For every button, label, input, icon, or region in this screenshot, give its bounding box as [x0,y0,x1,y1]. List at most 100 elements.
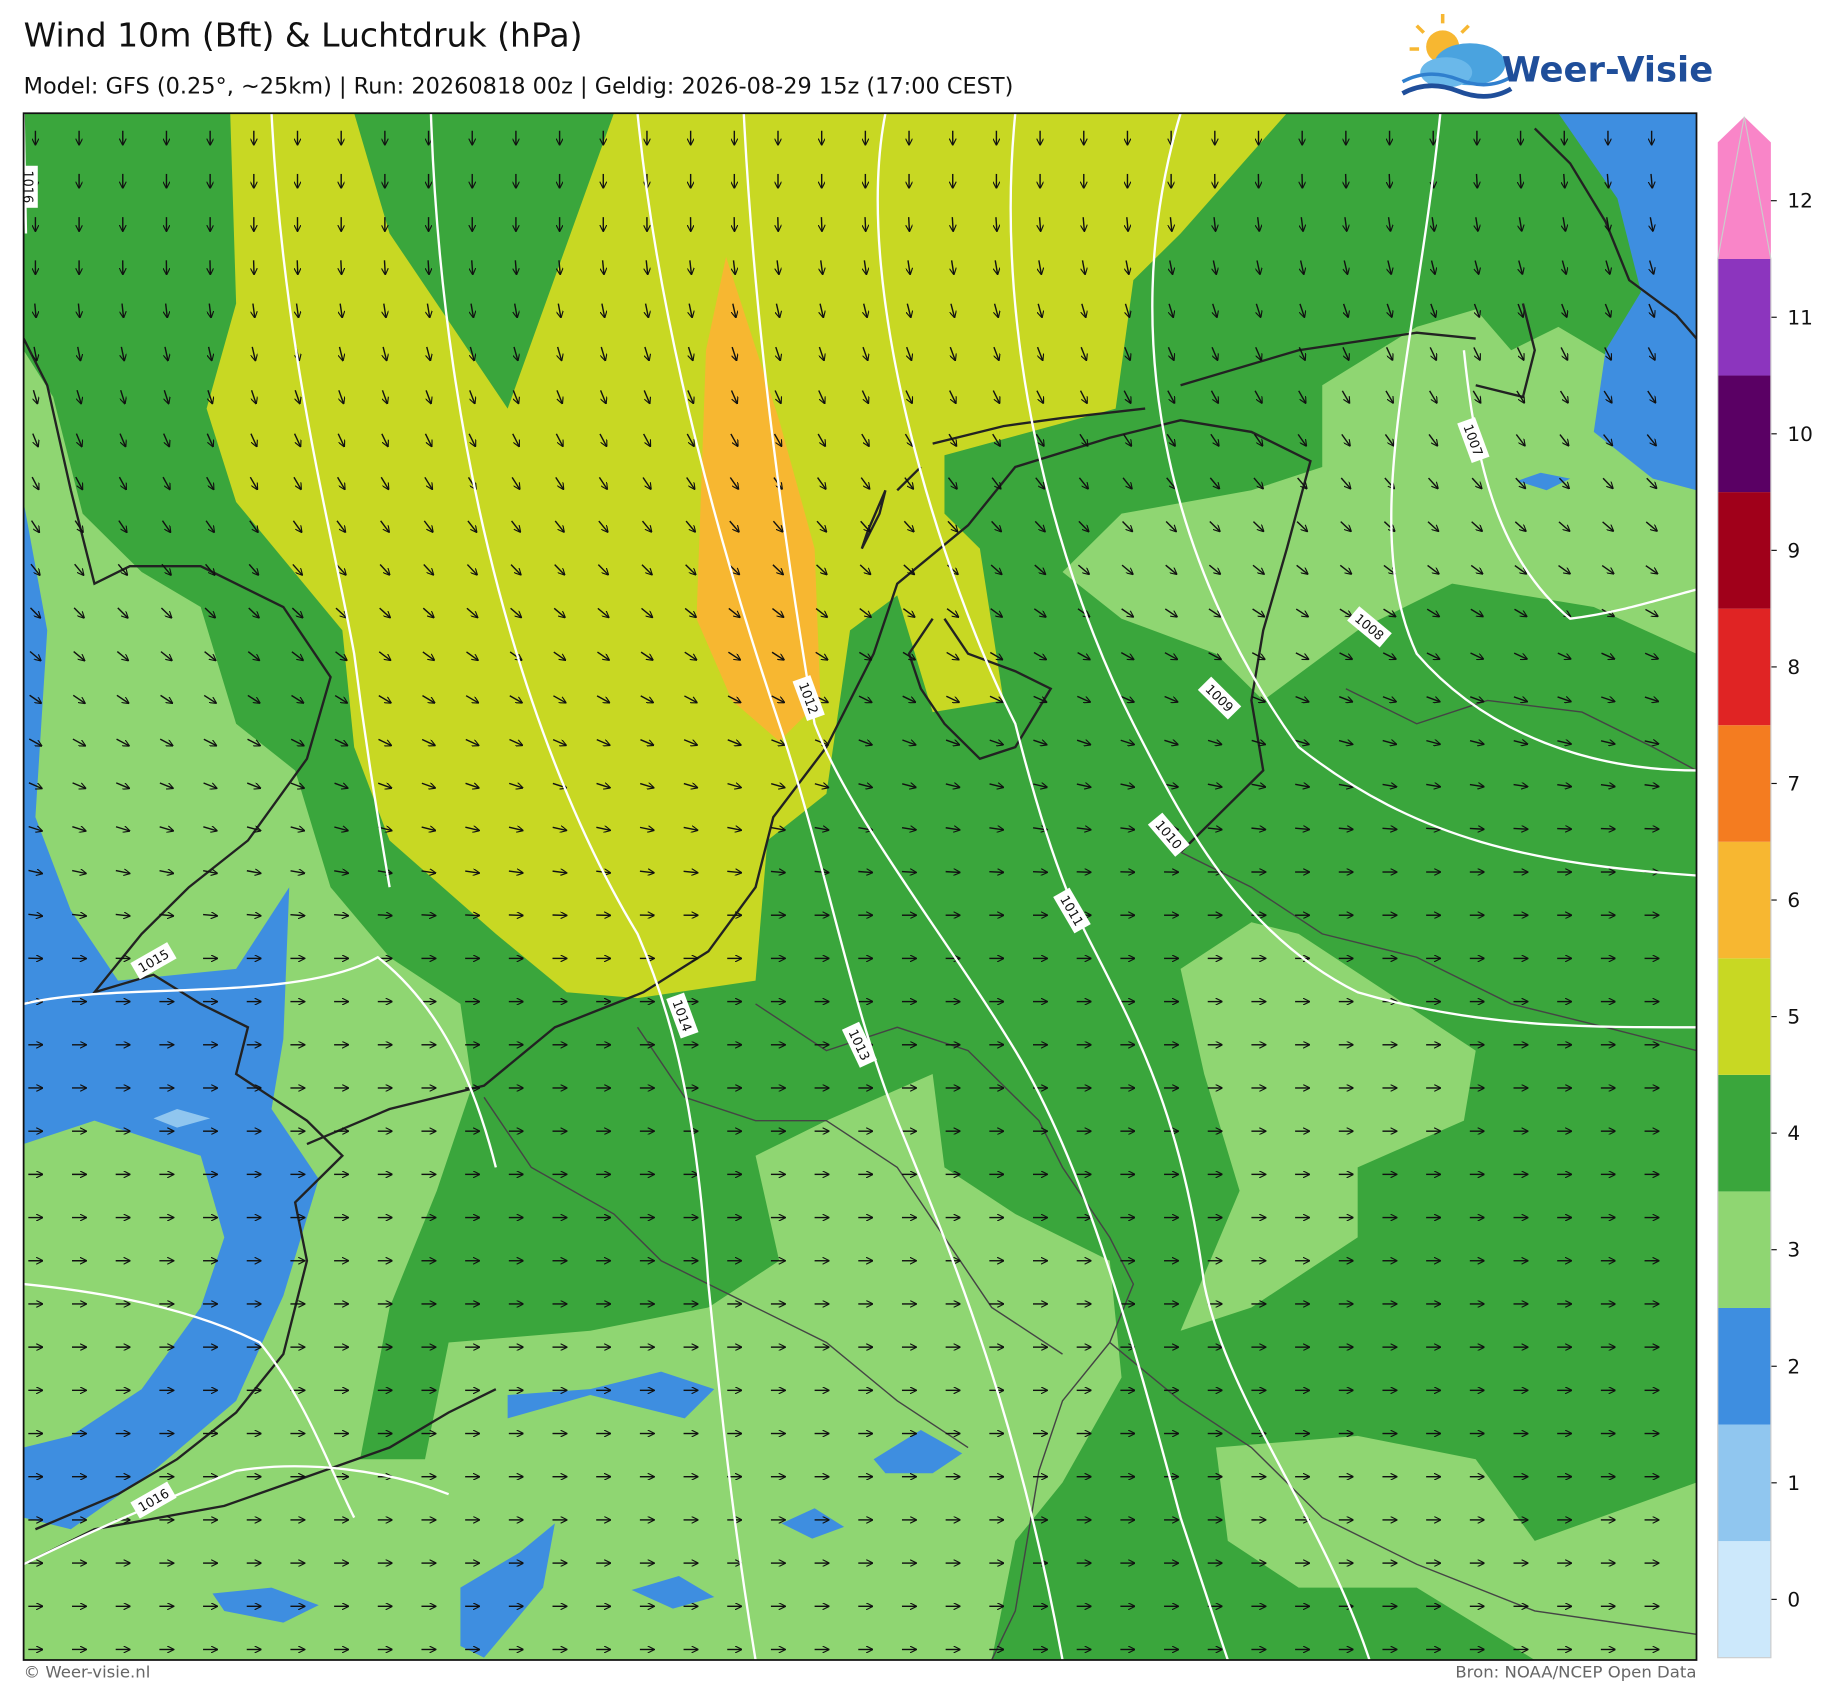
wind-arrow [1601,697,1614,702]
wind-arrow [204,651,216,661]
wind-arrow [1254,390,1262,403]
wind-arrow [1120,652,1133,660]
wind-arrow [75,476,83,489]
wind-arrow [945,740,959,745]
wind-arrow [164,390,168,403]
wind-arrow [428,260,429,274]
wind-arrow [558,346,562,360]
wind-arrow [1600,741,1615,744]
colorbar-segment [1717,116,1771,259]
wind-arrow [1382,828,1396,829]
wind-arrow [253,303,255,318]
wind-arrow [1341,390,1349,403]
wind-arrow [646,260,647,274]
wind-arrow [334,782,348,788]
wind-arrow [684,695,696,703]
wind-arrow [729,520,739,532]
wind-arrow [816,564,827,575]
wind-arrow [1516,390,1524,403]
wind-arrow [1645,608,1657,616]
wind-arrow [509,738,522,746]
wind-area-3 [1062,309,1697,701]
wind-arrow [511,476,520,489]
wind-arrow [422,651,434,660]
wind-arrow [1207,784,1222,787]
wind-arrow [730,390,738,403]
wind-arrow [991,520,1002,531]
wind-area-2 [873,1430,963,1474]
wind-arrow [1562,260,1566,275]
wind-arrow [1076,740,1090,744]
wind-arrow [335,651,347,660]
wind-arrow [777,260,779,274]
wind-arrow [515,260,516,274]
wind-arrow [1079,390,1087,403]
wind-arrow [291,651,303,661]
wind-arrow [865,217,866,231]
wind-arrow [909,217,910,231]
wind-arrow [946,651,959,659]
wind-arrow [1563,217,1565,231]
wind-arrow [1644,741,1659,744]
wind-arrow [1165,520,1176,531]
wind-arrow [641,607,653,617]
wind-arrow [73,651,85,661]
wind-arrow [858,784,873,788]
wind-arrow [1169,303,1173,317]
wind-arrow [1252,521,1263,532]
wind-arrow [1301,260,1304,274]
wind-arrow [1167,346,1173,360]
wind-arrow [1120,740,1134,744]
wind-arrow [1557,697,1571,702]
wind-arrow [1078,477,1088,489]
wind-arrow [596,739,610,746]
wind-arrow [1297,477,1307,489]
wind-arrow [1123,433,1132,446]
wind-arrow [1382,652,1396,659]
wind-area-2 [507,1371,715,1419]
wind-arrow [514,346,518,360]
map: 1016101510141013101210111010100910081007… [23,113,1697,1660]
wind-arrow [1032,872,1047,873]
wind-arrow [1426,828,1440,829]
wind-arrow [859,608,871,618]
wind-arrow [1426,696,1440,702]
wind-arrow [685,564,696,575]
wind-arrow [205,520,214,533]
wind-arrow [1471,477,1482,488]
wind-arrow [552,827,567,830]
wind-arrow [1560,347,1567,360]
colorbar-segment [1717,1307,1771,1425]
wind-arrow [1476,217,1478,231]
wind-arrow [770,871,785,872]
wind-arrow [1164,784,1178,787]
wind-arrow [162,476,170,489]
wind-arrow [990,564,1002,574]
wind-arrow [509,651,522,660]
wind-arrow [203,915,217,916]
wind-arrow [1033,651,1046,660]
wind-arrow [602,303,605,318]
wind-arrows [28,130,1659,1650]
wind-arrow [863,346,868,360]
wind-arrow [469,390,475,403]
wind-arrow [558,303,561,318]
wind-arrow [1645,521,1657,531]
wind-arrow [1165,564,1177,574]
wind-arrow [1035,433,1044,446]
colorbar-label: 7 [1787,772,1800,796]
wind-arrow [72,871,86,874]
wind-arrow [947,477,956,489]
wind-arrow [74,563,84,575]
wind-arrow [35,303,36,318]
wind-arrow [1251,740,1266,744]
wind-arrow [727,739,741,745]
wind-area-2 [781,1508,845,1539]
wind-arrow [297,260,298,274]
wind-arrow [515,303,517,318]
wind-arrow [596,783,610,787]
wind-arrow [639,871,654,873]
wind-arrow [996,217,997,231]
wind-arrow [1296,521,1307,532]
